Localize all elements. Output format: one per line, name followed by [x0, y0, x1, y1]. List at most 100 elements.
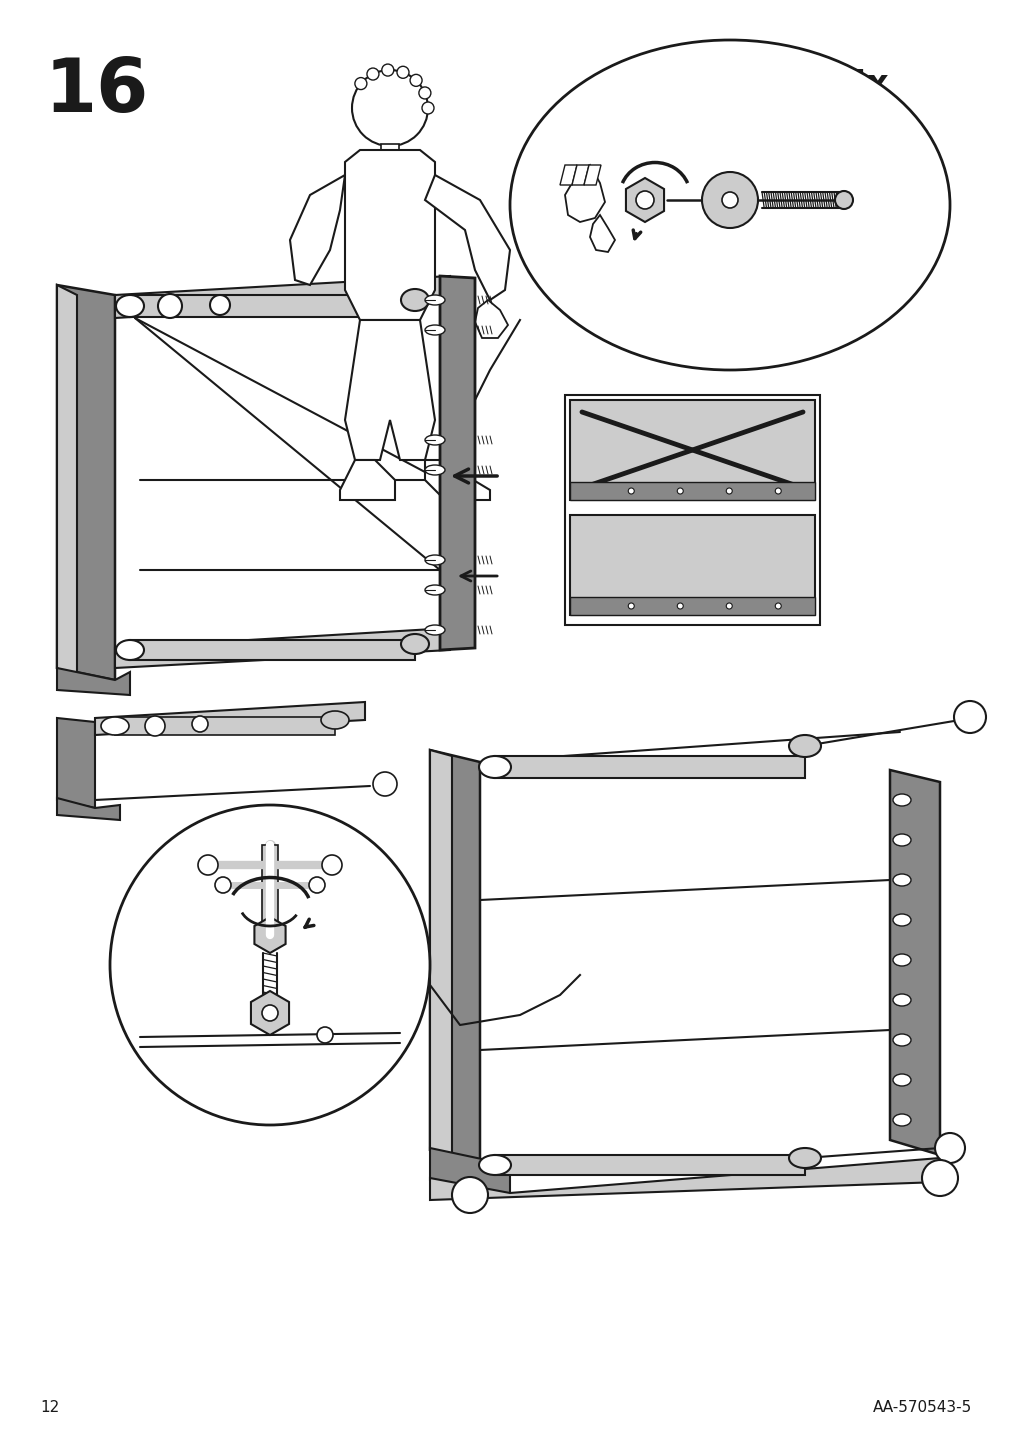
- Polygon shape: [345, 150, 435, 319]
- Circle shape: [316, 1027, 333, 1042]
- Bar: [129, 640, 415, 660]
- Circle shape: [352, 70, 428, 146]
- Bar: [569, 400, 814, 500]
- Polygon shape: [889, 770, 939, 1156]
- Ellipse shape: [425, 556, 445, 566]
- Circle shape: [210, 295, 229, 315]
- Circle shape: [145, 716, 165, 736]
- Polygon shape: [254, 916, 285, 954]
- Ellipse shape: [789, 735, 820, 758]
- Polygon shape: [57, 717, 95, 808]
- Polygon shape: [57, 798, 120, 821]
- Ellipse shape: [425, 435, 445, 445]
- Circle shape: [355, 77, 367, 90]
- Ellipse shape: [892, 954, 910, 967]
- Circle shape: [635, 190, 653, 209]
- Circle shape: [702, 172, 757, 228]
- Circle shape: [110, 805, 430, 1126]
- Ellipse shape: [425, 325, 445, 335]
- Circle shape: [381, 64, 393, 76]
- Circle shape: [158, 294, 182, 318]
- Circle shape: [953, 702, 985, 733]
- Text: 124129: 124129: [782, 169, 828, 182]
- Ellipse shape: [892, 793, 910, 806]
- Text: AA-570543-5: AA-570543-5: [871, 1400, 971, 1415]
- Polygon shape: [57, 285, 77, 680]
- Polygon shape: [57, 667, 129, 695]
- Polygon shape: [589, 215, 615, 252]
- Ellipse shape: [892, 874, 910, 886]
- Polygon shape: [430, 1158, 939, 1200]
- Circle shape: [726, 488, 732, 494]
- Bar: [569, 516, 814, 614]
- Ellipse shape: [892, 914, 910, 927]
- Bar: [494, 756, 804, 778]
- Polygon shape: [583, 165, 601, 185]
- Bar: [569, 483, 814, 500]
- Polygon shape: [440, 276, 474, 650]
- Ellipse shape: [892, 1074, 910, 1085]
- Circle shape: [921, 1160, 957, 1196]
- Ellipse shape: [425, 295, 445, 305]
- Ellipse shape: [892, 1114, 910, 1126]
- Ellipse shape: [116, 295, 144, 316]
- Text: 12: 12: [40, 1400, 60, 1415]
- Polygon shape: [251, 991, 289, 1035]
- Polygon shape: [564, 165, 605, 222]
- Circle shape: [367, 69, 378, 80]
- Circle shape: [308, 876, 325, 894]
- Bar: [569, 597, 814, 614]
- Ellipse shape: [892, 833, 910, 846]
- Ellipse shape: [789, 1148, 820, 1169]
- Bar: [494, 1156, 804, 1176]
- Text: 16: 16: [44, 54, 150, 127]
- Bar: [129, 295, 415, 316]
- Circle shape: [452, 1177, 487, 1213]
- Polygon shape: [430, 750, 452, 1158]
- Polygon shape: [559, 165, 576, 185]
- Circle shape: [676, 603, 682, 609]
- Circle shape: [321, 855, 342, 875]
- Circle shape: [396, 66, 408, 79]
- Circle shape: [192, 716, 208, 732]
- Polygon shape: [95, 702, 365, 735]
- Polygon shape: [425, 460, 489, 500]
- Ellipse shape: [425, 624, 445, 634]
- Text: 100712: 100712: [630, 228, 677, 241]
- Text: 4x: 4x: [844, 67, 889, 102]
- Circle shape: [676, 488, 682, 494]
- Circle shape: [774, 488, 780, 494]
- Bar: [564, 395, 819, 624]
- Text: 120202: 120202: [282, 957, 295, 1004]
- Circle shape: [934, 1133, 964, 1163]
- Ellipse shape: [478, 756, 511, 778]
- Polygon shape: [474, 299, 508, 338]
- Circle shape: [721, 192, 737, 208]
- Polygon shape: [115, 629, 450, 667]
- Text: 8x: 8x: [129, 899, 175, 934]
- Polygon shape: [571, 165, 588, 185]
- Polygon shape: [345, 319, 435, 460]
- Circle shape: [198, 855, 217, 875]
- Ellipse shape: [400, 634, 429, 654]
- Polygon shape: [57, 285, 115, 680]
- Circle shape: [419, 87, 431, 99]
- Ellipse shape: [425, 465, 445, 475]
- Polygon shape: [115, 276, 450, 318]
- Ellipse shape: [400, 289, 429, 311]
- Polygon shape: [430, 750, 479, 1166]
- Circle shape: [774, 603, 780, 609]
- Polygon shape: [626, 178, 663, 222]
- Text: 100854: 100854: [719, 152, 767, 165]
- Circle shape: [628, 603, 634, 609]
- Circle shape: [422, 102, 434, 115]
- Ellipse shape: [510, 40, 949, 369]
- Ellipse shape: [116, 640, 144, 660]
- Polygon shape: [425, 175, 510, 299]
- Ellipse shape: [892, 994, 910, 1007]
- Polygon shape: [340, 460, 394, 500]
- Circle shape: [214, 876, 231, 894]
- Circle shape: [373, 772, 396, 796]
- Ellipse shape: [892, 1034, 910, 1045]
- Circle shape: [262, 1005, 278, 1021]
